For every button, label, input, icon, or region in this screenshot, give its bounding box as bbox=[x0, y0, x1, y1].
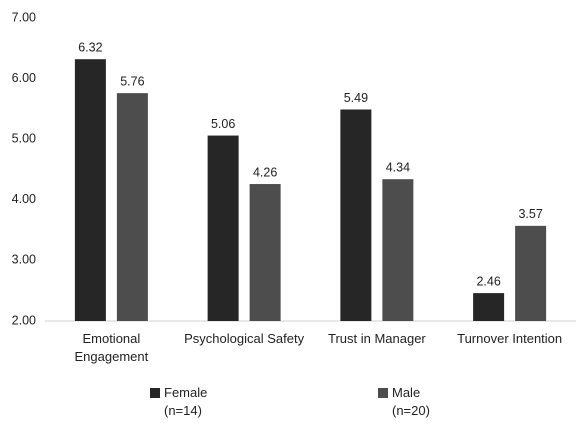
data-label: 4.34 bbox=[386, 160, 410, 174]
y-tick-label: 2.00 bbox=[12, 313, 36, 327]
y-tick-label: 5.00 bbox=[12, 131, 36, 145]
bar bbox=[473, 293, 505, 321]
data-label: 5.49 bbox=[344, 91, 368, 105]
data-label: 4.26 bbox=[253, 165, 277, 179]
legend-label: Male (n=20) bbox=[392, 385, 430, 418]
x-tick-label: Trust in Manager bbox=[327, 331, 426, 346]
x-tick-label: Psychological Safety bbox=[184, 331, 305, 346]
x-tick-label: Emotional Engagement bbox=[74, 331, 149, 364]
bar bbox=[515, 225, 547, 321]
y-tick-label: 7.00 bbox=[12, 10, 36, 24]
y-tick-label: 4.00 bbox=[12, 192, 36, 206]
legend-swatch bbox=[150, 388, 160, 398]
data-label: 5.76 bbox=[120, 74, 144, 88]
data-label: 3.57 bbox=[518, 207, 542, 221]
bar bbox=[382, 179, 414, 321]
data-label: 5.06 bbox=[211, 117, 235, 131]
bar bbox=[74, 59, 106, 321]
legend-label: Female (n=14) bbox=[164, 385, 208, 418]
x-tick-label: Turnover Intention bbox=[457, 331, 563, 346]
y-tick-label: 3.00 bbox=[12, 253, 36, 267]
bar bbox=[116, 93, 148, 321]
data-label: 6.32 bbox=[78, 41, 102, 55]
bar bbox=[249, 184, 281, 321]
bar bbox=[207, 135, 239, 321]
bar bbox=[340, 109, 372, 321]
y-tick-label: 6.00 bbox=[12, 71, 36, 85]
legend-swatch bbox=[378, 388, 388, 398]
data-label: 2.46 bbox=[476, 274, 500, 288]
